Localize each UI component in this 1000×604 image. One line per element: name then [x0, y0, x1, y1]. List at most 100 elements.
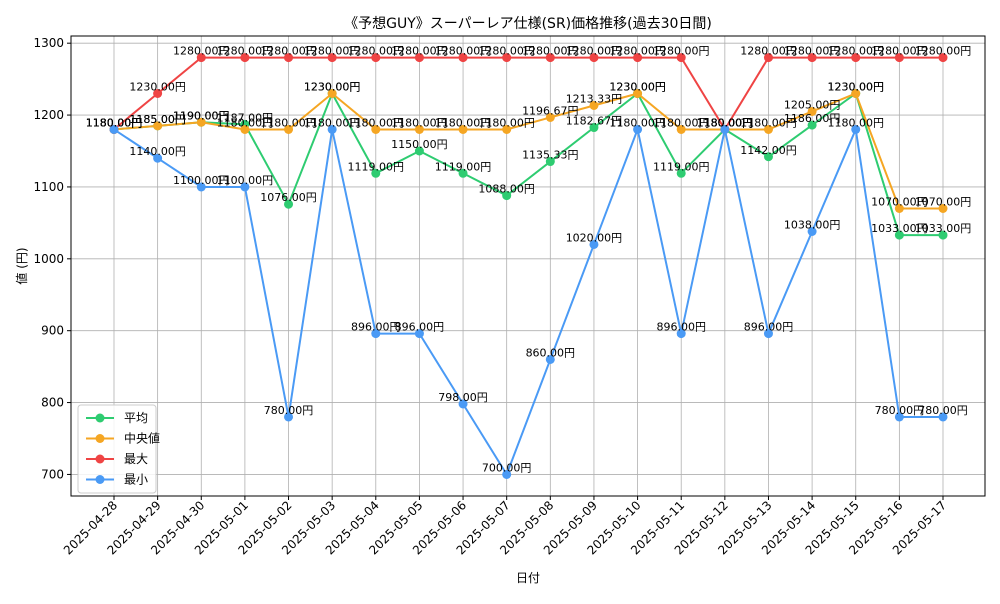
- data-point: [502, 124, 512, 134]
- data-point: [284, 199, 294, 209]
- data-point: [894, 412, 904, 422]
- data-point: [240, 53, 250, 63]
- data-label: 1230.00円: [129, 81, 186, 94]
- data-point: [502, 53, 512, 63]
- data-point: [414, 124, 424, 134]
- data-label: 1280.00円: [173, 45, 230, 58]
- data-point: [807, 120, 817, 130]
- data-point: [414, 329, 424, 339]
- data-label: 1280.00円: [260, 45, 317, 58]
- data-point: [153, 89, 163, 98]
- data-point: [371, 168, 381, 178]
- data-label: 1230.00円: [827, 81, 884, 94]
- data-label: 860.00円: [526, 346, 576, 359]
- legend-swatch-marker: [95, 434, 105, 443]
- data-label: 1230.00円: [304, 81, 361, 94]
- data-label: 1230.00円: [609, 81, 666, 94]
- data-label: 1182.67円: [566, 115, 623, 128]
- data-label: 1180.00円: [217, 116, 274, 129]
- data-label: 1196.67円: [522, 104, 579, 117]
- data-label: 1100.00円: [217, 174, 274, 187]
- data-label: 1180.00円: [86, 116, 143, 129]
- data-label: 1205.00円: [784, 98, 841, 111]
- data-point: [153, 153, 163, 163]
- data-label: 1180.00円: [653, 116, 710, 129]
- data-point: [284, 412, 294, 422]
- data-label: 1020.00円: [566, 231, 623, 244]
- data-label: 1119.00円: [348, 160, 405, 173]
- data-label: 1150.00円: [391, 138, 448, 151]
- data-label: 1180.00円: [391, 116, 448, 129]
- data-point: [371, 53, 381, 63]
- data-label: 1230.00円: [609, 81, 666, 94]
- data-point: [763, 124, 773, 134]
- data-label: 780.00円: [264, 404, 314, 417]
- plot-frame: [70, 35, 986, 497]
- data-label: 1038.00円: [784, 219, 841, 232]
- data-label: 1280.00円: [435, 45, 492, 58]
- data-point: [196, 117, 206, 127]
- data-point: [371, 124, 381, 134]
- data-label: 1190.00円: [173, 109, 230, 122]
- data-point: [327, 124, 337, 134]
- y-tick-label: 900: [41, 324, 64, 338]
- data-label: 1213.33円: [566, 92, 623, 105]
- legend-swatch-marker: [95, 454, 105, 464]
- data-point: [545, 354, 555, 364]
- data-label: 1070.00円: [871, 196, 928, 209]
- data-label: 1280.00円: [609, 45, 666, 58]
- data-label: 1187.00円: [217, 111, 274, 124]
- data-label: 1088.00円: [478, 183, 535, 196]
- data-label: 1100.00円: [173, 174, 230, 187]
- data-point: [807, 106, 817, 116]
- data-label: 1119.00円: [653, 160, 710, 173]
- data-point: [196, 182, 206, 192]
- data-label: 1180.00円: [86, 116, 143, 129]
- data-point: [458, 399, 468, 409]
- data-label: 1180.00円: [740, 116, 797, 129]
- y-axis: 700 800 900 1000 1100 1200 1300: [33, 36, 71, 481]
- data-label: 1180.00円: [697, 116, 754, 129]
- data-label: 1280.00円: [478, 45, 535, 58]
- data-label: 1280.00円: [740, 45, 797, 58]
- y-tick-label: 700: [41, 467, 64, 481]
- legend-box: [77, 404, 157, 494]
- data-point: [240, 124, 250, 134]
- data-label: 1180.00円: [260, 116, 317, 129]
- x-axis-title: 日付: [516, 571, 540, 585]
- data-label: 1119.00円: [435, 160, 492, 173]
- data-point: [720, 124, 730, 134]
- data-point: [240, 182, 250, 192]
- data-label: 1185.00円: [129, 113, 186, 126]
- data-label: 1180.00円: [827, 116, 884, 129]
- data-point: [458, 53, 468, 63]
- data-point: [894, 53, 904, 63]
- data-point: [327, 53, 337, 63]
- data-point: [589, 100, 599, 110]
- data-point: [894, 204, 904, 213]
- data-point: [633, 89, 643, 98]
- data-point: [545, 157, 555, 167]
- legend-label: 平均: [124, 411, 148, 425]
- data-point: [676, 53, 686, 63]
- legend-label: 中央値: [124, 431, 160, 446]
- data-label: 1280.00円: [304, 45, 361, 58]
- data-label: 1230.00円: [304, 81, 361, 94]
- data-label: 1033.00円: [915, 222, 972, 235]
- y-tick-label: 1200: [33, 108, 64, 122]
- data-point: [938, 230, 948, 240]
- data-label: 1280.00円: [653, 45, 710, 58]
- data-label: 1280.00円: [784, 45, 841, 58]
- x-axis: 2025-04-282025-04-292025-04-302025-05-01…: [61, 496, 949, 557]
- data-label: 1033.00円: [871, 222, 928, 235]
- legend-label: 最小: [124, 473, 148, 487]
- y-axis-title: 値 (円): [14, 247, 29, 284]
- data-point: [502, 191, 512, 201]
- legend-label: 最大: [124, 452, 148, 466]
- data-label: 1186.00円: [784, 112, 841, 125]
- data-label: 1180.00円: [304, 116, 361, 129]
- data-label: 896.00円: [395, 321, 445, 334]
- data-point: [458, 168, 468, 178]
